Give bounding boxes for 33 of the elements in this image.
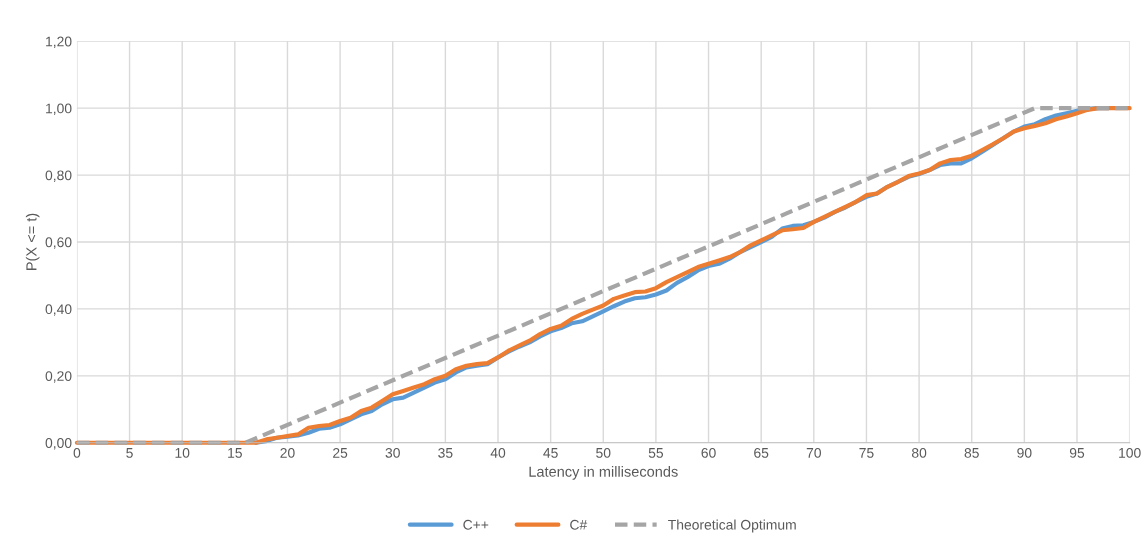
x-tick-label: 10 [175, 447, 190, 458]
y-axis-title: P(X <= t) [25, 213, 40, 270]
x-tick-label: 80 [911, 447, 927, 458]
x-tick-label: 45 [543, 448, 558, 458]
y-tick-label: 0,00 [45, 438, 72, 450]
x-tick-label: 85 [964, 447, 979, 458]
y-tick-label: 0,40 [45, 304, 72, 316]
x-tick-label: 90 [1017, 447, 1032, 458]
y-tick-label: 1,00 [46, 103, 72, 115]
x-tick-label: 40 [490, 447, 506, 458]
x-tick-label: 35 [438, 447, 453, 458]
x-tick-label: 75 [859, 448, 874, 458]
x-tick-label: 5 [126, 448, 133, 458]
x-tick-label: 30 [385, 447, 400, 458]
x-tick-label: 15 [228, 448, 242, 458]
y-tick-label: 0,20 [45, 371, 72, 383]
x-tick-label: 100 [1119, 447, 1141, 458]
x-axis-title: Latency in milliseconds [529, 466, 678, 480]
x-tick-label: 70 [806, 447, 821, 458]
x-tick-label: 55 [648, 448, 664, 458]
x-tick-label: 60 [701, 447, 716, 458]
x-tick-label: 95 [1069, 447, 1085, 458]
x-tick-label: 20 [280, 447, 295, 458]
y-tick-label: 0,80 [45, 170, 72, 182]
y-tick-label: 0,60 [45, 237, 72, 249]
x-tick-label: 65 [754, 447, 769, 458]
legend-label: C# [570, 519, 588, 530]
x-tick-label: 25 [333, 447, 348, 458]
y-tick-label: 1,20 [46, 36, 72, 49]
x-tick-label: 50 [596, 447, 611, 458]
legend-label: Theoretical Optimum [668, 519, 796, 533]
x-tick-label: 0 [73, 447, 81, 458]
legend-label: C++ [463, 519, 489, 530]
